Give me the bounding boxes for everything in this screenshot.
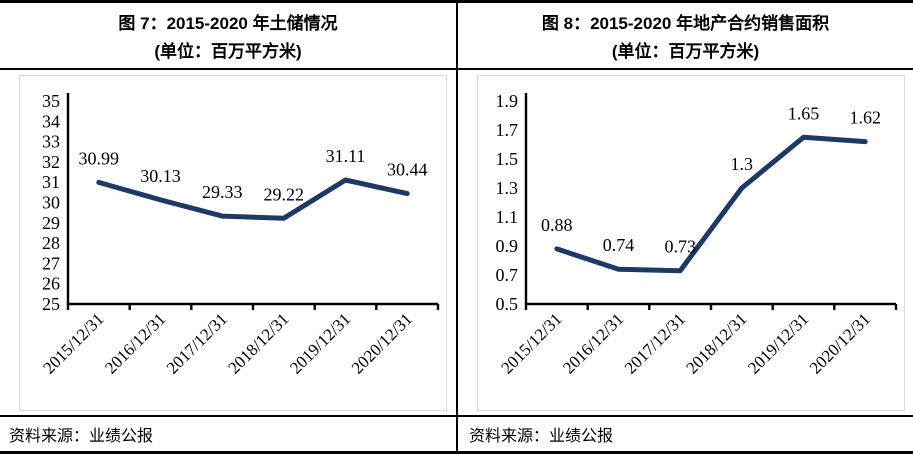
svg-text:2015/12/31: 2015/12/31 bbox=[39, 309, 107, 377]
svg-text:1.9: 1.9 bbox=[496, 91, 519, 111]
svg-text:0.88: 0.88 bbox=[541, 215, 573, 235]
svg-text:1.62: 1.62 bbox=[849, 108, 881, 128]
figure-7-line-chart: 35343332313029282726252015/12/312016/12/… bbox=[39, 91, 440, 378]
svg-text:0.73: 0.73 bbox=[664, 237, 696, 257]
sources-row: 资料来源：业绩公报 资料来源：业绩公报 bbox=[0, 417, 913, 451]
svg-text:0.74: 0.74 bbox=[603, 235, 635, 255]
figure-8-subtitle: (单位：百万平方米) bbox=[611, 42, 760, 61]
svg-text:2017/12/31: 2017/12/31 bbox=[621, 309, 689, 377]
svg-text:2018/12/31: 2018/12/31 bbox=[224, 309, 292, 377]
svg-text:32: 32 bbox=[42, 152, 60, 172]
svg-text:2020/12/31: 2020/12/31 bbox=[806, 309, 874, 377]
svg-text:2020/12/31: 2020/12/31 bbox=[348, 309, 416, 377]
svg-text:30.44: 30.44 bbox=[387, 160, 428, 180]
svg-text:29.22: 29.22 bbox=[264, 184, 305, 204]
svg-text:28: 28 bbox=[42, 233, 60, 253]
svg-text:35: 35 bbox=[42, 91, 60, 111]
figure-7-title-cell: 图 7：2015-2020 年土储情况 (单位：百万平方米) bbox=[0, 3, 456, 68]
svg-text:33: 33 bbox=[42, 132, 60, 152]
svg-text:27: 27 bbox=[42, 253, 60, 273]
figure-7-source: 资料来源：业绩公报 bbox=[9, 428, 154, 445]
figure-8-title-cell: 图 8：2015-2020 年地产合约销售面积 (单位：百万平方米) bbox=[456, 3, 913, 68]
figure-8-source: 资料来源：业绩公报 bbox=[456, 417, 913, 451]
figure-7-chart-cell: 35 34 33 32 31 30 29 28 27 26 25 2015/12/31 2016/12/… bbox=[0, 70, 456, 415]
svg-text:26: 26 bbox=[42, 274, 60, 294]
titles-row: 图 7：2015-2020 年土储情况 (单位：百万平方米) 图 8：2015-… bbox=[0, 3, 913, 70]
svg-text:1.7: 1.7 bbox=[496, 120, 519, 140]
svg-text:30.99: 30.99 bbox=[79, 148, 120, 168]
svg-text:30: 30 bbox=[42, 193, 60, 213]
svg-text:2019/12/31: 2019/12/31 bbox=[286, 309, 354, 377]
svg-text:1.65: 1.65 bbox=[788, 103, 820, 123]
charts-row: 35 34 33 32 31 30 29 28 27 26 25 2015/12/31 2016/12/… bbox=[0, 70, 913, 417]
svg-text:25: 25 bbox=[42, 294, 60, 314]
svg-text:1.5: 1.5 bbox=[496, 149, 519, 169]
figure-7-chart-frame: 35 34 33 32 31 30 29 28 27 26 25 2015/12/31 2016/12/… bbox=[19, 75, 447, 411]
svg-text:2015/12/31: 2015/12/31 bbox=[497, 309, 565, 377]
svg-text:34: 34 bbox=[42, 111, 60, 131]
figure-8-line-chart: 1.9 1.7 1.5 1.3 1.1 0.9 0.7 0.52015/12/312016/1… bbox=[496, 91, 898, 378]
svg-text:2016/12/31: 2016/12/31 bbox=[559, 309, 627, 377]
figure-8-chart-cell: 1.9 1.7 1.5 1.3 1.1 0.9 0.7 0.5 2015/12/31 2016/1… bbox=[456, 70, 913, 415]
svg-text:30.13: 30.13 bbox=[140, 166, 181, 186]
svg-text:31: 31 bbox=[42, 172, 60, 192]
svg-text:2017/12/31: 2017/12/31 bbox=[163, 309, 231, 377]
svg-text:0.7: 0.7 bbox=[496, 265, 519, 285]
svg-text:31.11: 31.11 bbox=[326, 146, 366, 166]
svg-text:29: 29 bbox=[42, 213, 60, 233]
figure-8-chart-frame: 1.9 1.7 1.5 1.3 1.1 0.9 0.7 0.5 2015/12/31 2016/1… bbox=[477, 75, 905, 411]
figure-7-subtitle: (单位：百万平方米) bbox=[154, 42, 302, 61]
figure-8-title: 图 8：2015-2020 年地产合约销售面积 bbox=[541, 14, 830, 33]
svg-text:2019/12/31: 2019/12/31 bbox=[744, 309, 812, 377]
svg-text:1.3: 1.3 bbox=[731, 154, 754, 174]
svg-text:0.5: 0.5 bbox=[496, 294, 519, 314]
svg-text:1.1: 1.1 bbox=[496, 207, 519, 227]
svg-text:29.33: 29.33 bbox=[202, 182, 243, 202]
svg-text:1.3: 1.3 bbox=[496, 178, 519, 198]
svg-text:0.9: 0.9 bbox=[496, 236, 519, 256]
svg-text:2016/12/31: 2016/12/31 bbox=[101, 309, 169, 377]
svg-text:2018/12/31: 2018/12/31 bbox=[682, 309, 750, 377]
figure-7-title: 图 7：2015-2020 年土储情况 bbox=[118, 14, 338, 33]
